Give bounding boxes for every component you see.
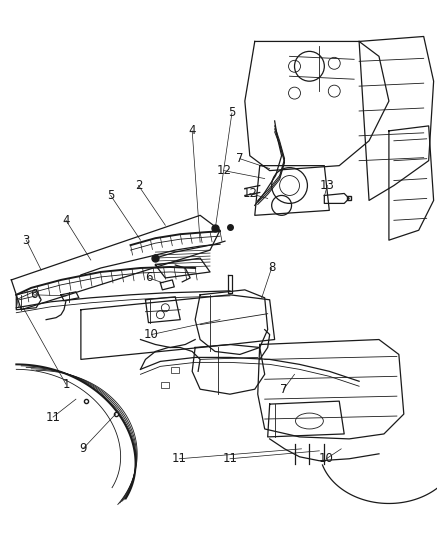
Text: 10: 10 — [319, 453, 334, 465]
Text: 5: 5 — [228, 107, 236, 119]
Text: 1: 1 — [62, 378, 70, 391]
Text: 6: 6 — [145, 271, 152, 285]
Text: 11: 11 — [46, 410, 60, 424]
Bar — [161, 382, 170, 388]
Text: 5: 5 — [107, 189, 114, 202]
Text: 2: 2 — [135, 179, 142, 192]
Text: 10: 10 — [144, 328, 159, 341]
Text: 6: 6 — [30, 288, 38, 301]
Text: 11: 11 — [172, 453, 187, 465]
Text: 9: 9 — [79, 442, 87, 455]
Text: 8: 8 — [268, 262, 276, 274]
Text: 12: 12 — [242, 187, 257, 200]
Text: 12: 12 — [216, 164, 231, 177]
Text: 7: 7 — [280, 383, 287, 395]
Text: 4: 4 — [188, 124, 196, 138]
Text: 3: 3 — [22, 233, 30, 247]
Bar — [171, 367, 179, 373]
Text: 11: 11 — [223, 453, 237, 465]
Text: 7: 7 — [236, 152, 244, 165]
Text: 4: 4 — [62, 214, 70, 227]
Text: 13: 13 — [320, 179, 335, 192]
